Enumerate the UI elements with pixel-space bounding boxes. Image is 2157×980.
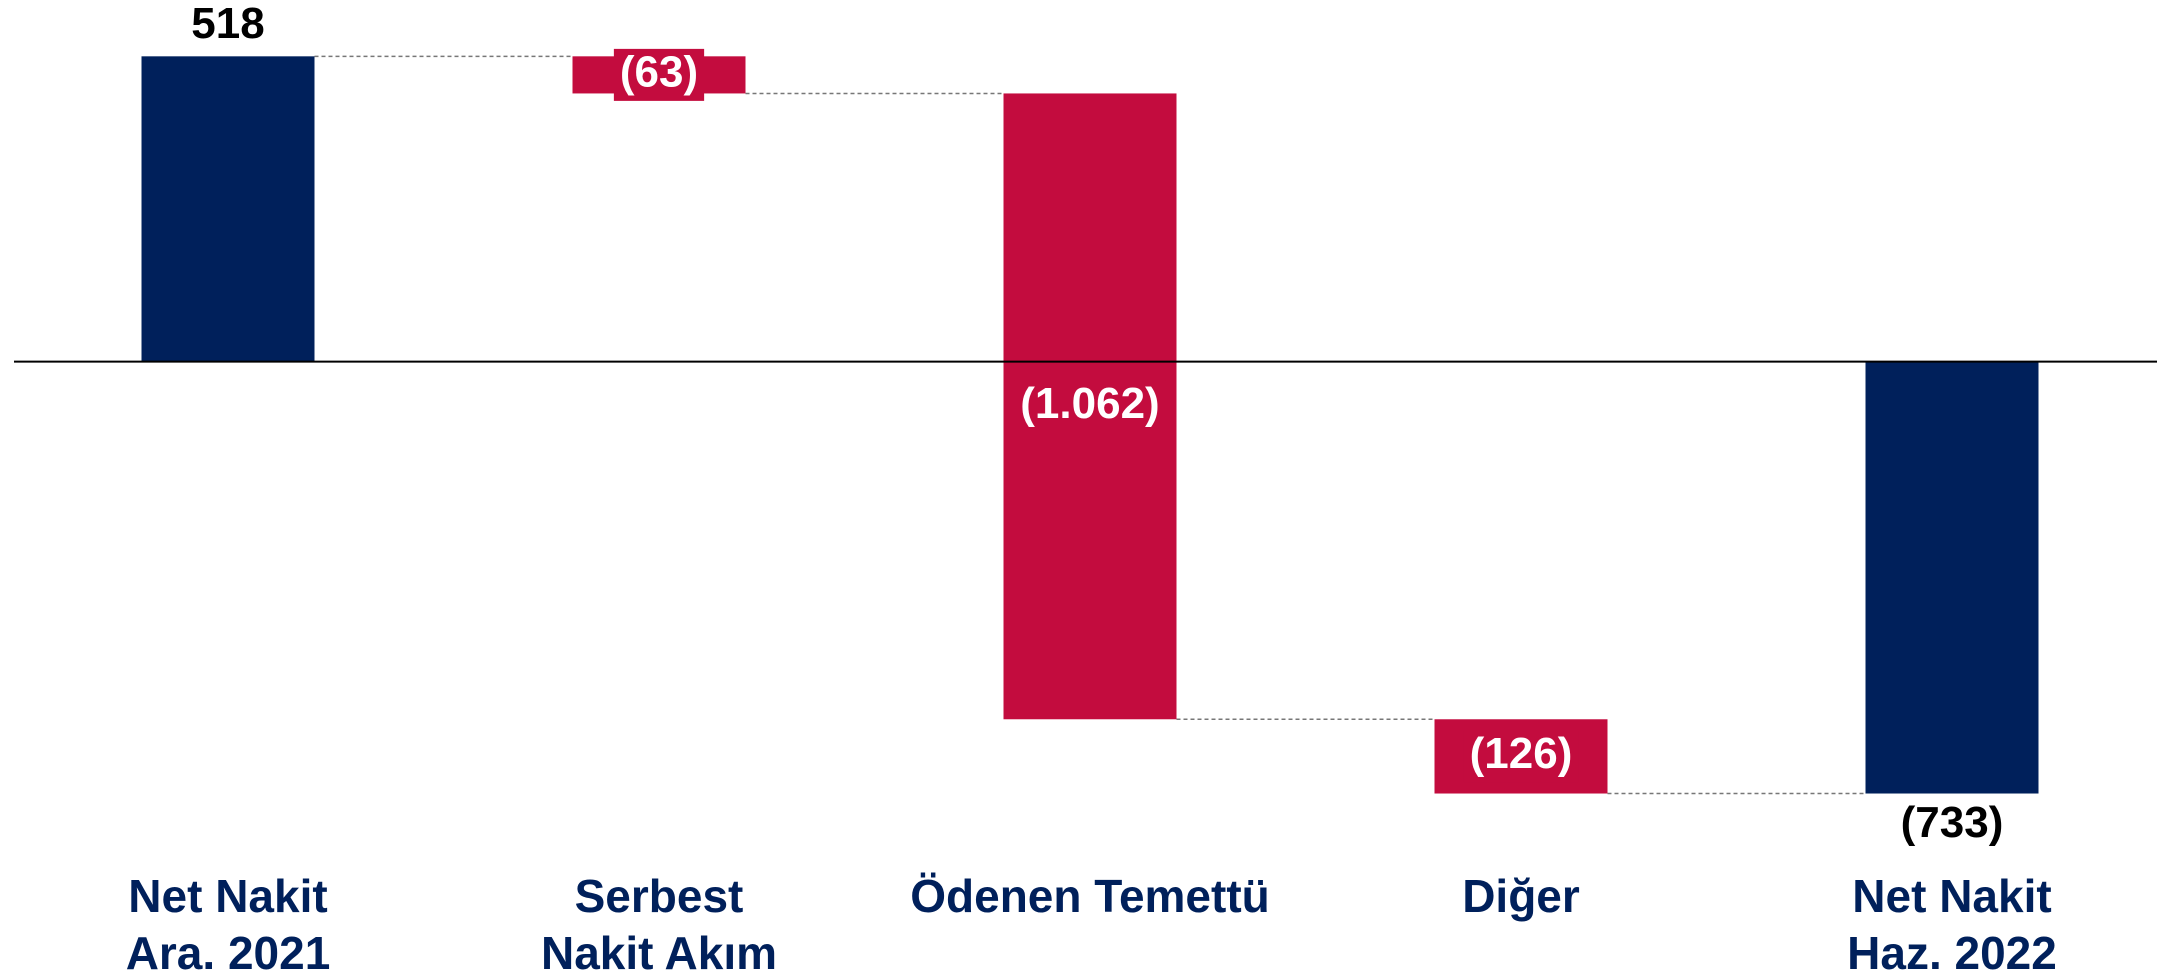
- value-label-bg: [613, 48, 705, 101]
- x-tick-label: Net Nakit: [1852, 870, 2051, 922]
- value-label-bg: [1463, 730, 1579, 783]
- value-label: (733): [1901, 798, 2004, 847]
- x-tick-label: Haz. 2022: [1847, 927, 2057, 979]
- x-tick-label: Serbest: [575, 870, 744, 922]
- x-tick-label: Ara. 2021: [126, 927, 331, 979]
- x-tick-label: Net Nakit: [128, 870, 327, 922]
- value-label-bg: [1014, 380, 1166, 433]
- value-label: 518: [191, 0, 264, 48]
- value-label: (63): [620, 48, 698, 97]
- bar: [141, 56, 315, 362]
- x-tick-label: Nakit Akım: [541, 927, 777, 979]
- bar: [1865, 361, 2039, 794]
- x-tick-label: Diğer: [1462, 870, 1580, 922]
- value-label: (126): [1470, 729, 1573, 778]
- value-label: (1.062): [1020, 379, 1159, 428]
- x-tick-label: Ödenen Temettü: [910, 870, 1270, 922]
